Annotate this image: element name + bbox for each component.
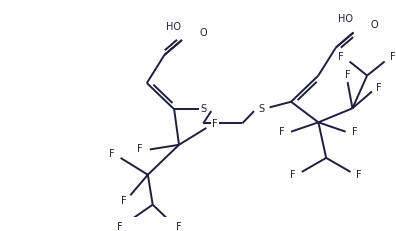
Text: F: F [352, 127, 358, 137]
Text: O: O [371, 20, 379, 30]
Text: HO: HO [166, 22, 181, 32]
Text: F: F [176, 222, 182, 231]
Text: F: F [279, 127, 284, 137]
Text: F: F [390, 52, 396, 62]
Text: F: F [356, 170, 362, 180]
Text: F: F [376, 83, 381, 93]
Text: F: F [212, 119, 218, 129]
Text: F: F [338, 52, 344, 62]
Text: F: F [137, 144, 143, 155]
Text: F: F [345, 70, 350, 80]
Text: S: S [259, 104, 265, 114]
Text: F: F [117, 222, 122, 231]
Text: S: S [200, 104, 206, 114]
Text: F: F [121, 196, 126, 206]
Text: F: F [290, 170, 296, 180]
Text: O: O [200, 27, 207, 37]
Text: HO: HO [338, 14, 353, 24]
Text: F: F [109, 149, 115, 159]
